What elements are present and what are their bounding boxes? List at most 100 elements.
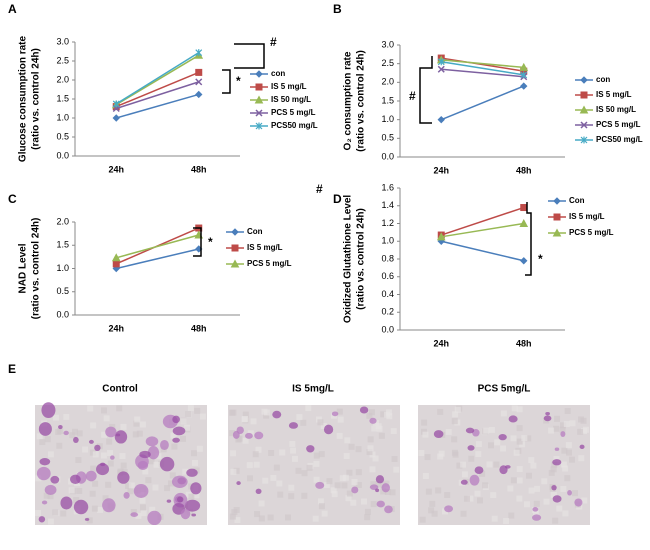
legend-label: Con xyxy=(247,227,263,236)
texture xyxy=(445,428,452,435)
cell xyxy=(331,411,339,417)
image-label: PCS 5mg/L xyxy=(478,384,531,395)
texture xyxy=(313,452,320,459)
texture xyxy=(86,517,93,524)
texture xyxy=(164,485,171,492)
texture xyxy=(528,487,535,494)
texture xyxy=(258,500,265,507)
line xyxy=(116,248,199,270)
texture xyxy=(422,472,429,479)
cell xyxy=(117,471,130,484)
texture xyxy=(507,485,514,492)
texture xyxy=(288,493,295,500)
cell xyxy=(69,474,81,484)
texture xyxy=(318,503,325,510)
texture xyxy=(270,474,277,481)
texture xyxy=(566,449,573,456)
cell xyxy=(114,430,128,444)
texture xyxy=(516,477,523,484)
marker xyxy=(520,257,528,265)
cell xyxy=(180,508,191,520)
texture xyxy=(367,436,374,443)
texture xyxy=(421,419,428,426)
texture xyxy=(521,435,528,442)
texture xyxy=(39,439,46,446)
texture xyxy=(90,422,97,429)
marker xyxy=(437,65,445,73)
texture xyxy=(491,515,498,522)
texture xyxy=(452,411,459,418)
marker xyxy=(519,62,529,71)
y-tick-label: 3.0 xyxy=(56,36,69,46)
texture xyxy=(279,449,286,456)
texture xyxy=(441,508,448,515)
chart: C NAD Level (ratio vs. control 24h) 0.0 0.5 1… xyxy=(8,192,292,333)
texture xyxy=(52,509,59,516)
chart: A Glucose consumption rate (ratio vs. cont… xyxy=(8,2,318,174)
marker xyxy=(436,232,446,241)
cell xyxy=(543,415,552,422)
texture xyxy=(296,414,303,421)
texture xyxy=(312,515,319,522)
texture xyxy=(563,421,570,428)
cell xyxy=(190,482,202,495)
texture xyxy=(326,478,333,485)
texture xyxy=(516,495,523,502)
texture xyxy=(564,475,571,482)
y-axis-label: (ratio vs. control 24h) xyxy=(356,50,367,152)
marker xyxy=(579,105,589,114)
texture xyxy=(102,495,109,502)
legend-label: IS 5 mg/L xyxy=(596,90,632,99)
bracket xyxy=(222,69,231,94)
legend-label: PCS50 mg/L xyxy=(596,135,643,144)
texture xyxy=(346,490,353,497)
texture xyxy=(229,513,236,520)
cell xyxy=(58,424,63,430)
texture xyxy=(568,456,575,463)
panel-label: B xyxy=(333,2,342,16)
cell xyxy=(172,415,180,424)
texture xyxy=(475,451,482,458)
y-axis-label: Glucose consumption rate xyxy=(18,35,29,162)
texture xyxy=(425,488,432,495)
texture xyxy=(565,442,572,449)
texture xyxy=(323,482,330,489)
cell xyxy=(532,514,542,521)
texture xyxy=(87,405,94,412)
cell xyxy=(560,431,566,437)
texture xyxy=(553,425,560,432)
cell xyxy=(186,468,198,477)
micrographs xyxy=(35,402,590,526)
y-axis-label: (ratio vs. control 24h) xyxy=(31,48,42,150)
texture xyxy=(418,449,425,456)
y-tick-label: 0.0 xyxy=(56,309,69,319)
texture xyxy=(451,418,458,425)
texture xyxy=(263,412,270,419)
texture xyxy=(169,472,176,479)
cell xyxy=(60,496,73,510)
texture xyxy=(47,518,54,525)
texture xyxy=(152,484,159,491)
line xyxy=(441,206,524,236)
cell xyxy=(254,431,264,440)
cell xyxy=(498,433,507,441)
texture xyxy=(47,451,54,458)
texture xyxy=(511,405,518,412)
marker xyxy=(580,121,588,129)
cell xyxy=(84,517,90,521)
cell xyxy=(38,422,52,436)
cell xyxy=(384,505,393,514)
marker xyxy=(230,259,240,268)
cell xyxy=(166,499,172,503)
cell xyxy=(567,490,572,496)
cell xyxy=(105,426,117,438)
texture xyxy=(185,411,192,418)
cell xyxy=(41,500,48,505)
texture xyxy=(533,500,540,507)
texture xyxy=(477,497,484,504)
texture xyxy=(331,491,338,498)
texture xyxy=(460,510,467,517)
texture xyxy=(242,411,249,418)
y-tick-label: 0.0 xyxy=(381,324,394,334)
texture xyxy=(193,492,200,499)
